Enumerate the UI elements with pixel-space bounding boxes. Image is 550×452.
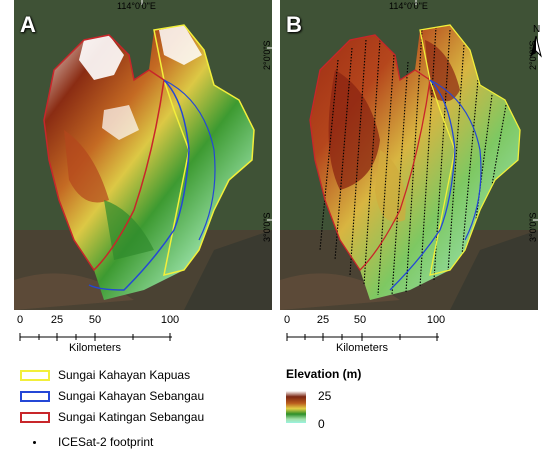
elevation-min-label: 0 xyxy=(318,417,325,431)
elevation-surface xyxy=(310,25,520,300)
elevation-map-b xyxy=(280,0,538,310)
scale-bar-a: 0 25 50 100 Kilometers xyxy=(0,314,260,356)
elevation-map-a xyxy=(14,0,272,310)
scale-tick: 0 xyxy=(16,314,24,326)
panel-label-b: B xyxy=(286,12,302,37)
north-arrow-icon xyxy=(530,35,542,58)
scale-bar-b: 0 25 50 100 Kilometers xyxy=(0,314,550,356)
panel-label-a: A xyxy=(20,12,36,37)
longitude-label-a: 114°0'0"E xyxy=(117,1,156,11)
scale-tick: 0 xyxy=(283,314,291,326)
elevation-color-ramp xyxy=(286,391,306,423)
lat-north-label-a: 2°0'0"S xyxy=(262,40,272,70)
kapuas-boundary xyxy=(153,24,255,277)
legend-label: ICESat-2 footprint xyxy=(58,435,154,449)
lat-south-label-b: 3°0'0"S xyxy=(528,212,538,242)
icesat2-footprints xyxy=(319,26,507,296)
scale-tick: 100 xyxy=(426,314,446,326)
legend-swatch-kapuas xyxy=(20,370,50,381)
map-panel-b: B xyxy=(280,0,538,310)
scale-unit: Kilometers xyxy=(336,342,388,354)
map-panel-a: A xyxy=(14,0,272,310)
lat-south-label-a: 3°0'0"S xyxy=(262,212,272,242)
sebangau-boundary xyxy=(88,79,190,291)
elevation-surface xyxy=(44,25,254,300)
legend-swatch-sebangau xyxy=(20,391,50,402)
scale-unit: Kilometers xyxy=(69,342,121,354)
legend-label: Sungai Katingan Sebangau xyxy=(58,410,205,424)
elevation-legend-title: Elevation (m) xyxy=(286,367,362,381)
elevation-max-label: 25 xyxy=(318,389,332,403)
scale-tick: 25 xyxy=(316,314,330,326)
legend-swatch-katingan xyxy=(20,412,50,423)
footprint-dot-icon xyxy=(33,441,36,444)
north-arrow-label: N xyxy=(533,24,541,35)
longitude-label-b: 114°0'0"E xyxy=(389,1,428,11)
scale-tick: 50 xyxy=(353,314,367,326)
legend-label: Sungai Kahayan Sebangau xyxy=(58,389,205,403)
scale-tick: 100 xyxy=(160,314,180,326)
scale-tick: 25 xyxy=(50,314,64,326)
legend-label: Sungai Kahayan Kapuas xyxy=(58,368,191,382)
scale-tick: 50 xyxy=(88,314,102,326)
